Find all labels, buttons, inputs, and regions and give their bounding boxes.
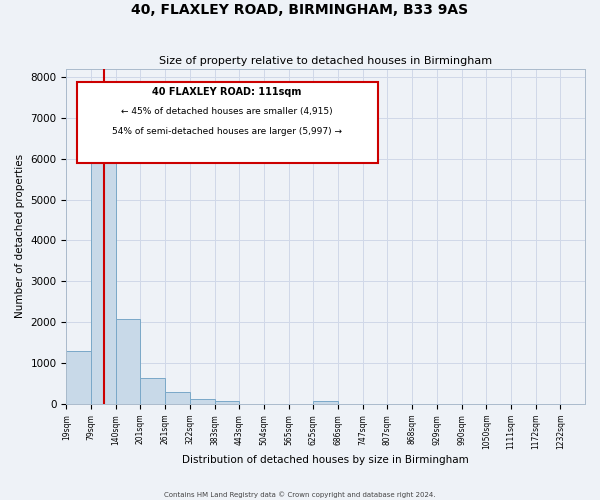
Bar [215, 401, 239, 404]
FancyBboxPatch shape [77, 82, 377, 162]
Y-axis label: Number of detached properties: Number of detached properties [15, 154, 25, 318]
X-axis label: Distribution of detached houses by size in Birmingham: Distribution of detached houses by size … [182, 455, 469, 465]
Text: 40 FLAXLEY ROAD: 111sqm: 40 FLAXLEY ROAD: 111sqm [152, 87, 302, 97]
Text: 40, FLAXLEY ROAD, BIRMINGHAM, B33 9AS: 40, FLAXLEY ROAD, BIRMINGHAM, B33 9AS [131, 2, 469, 16]
Text: 54% of semi-detached houses are larger (5,997) →: 54% of semi-detached houses are larger (… [112, 128, 342, 136]
Bar [91, 134, 116, 404]
Bar [67, 351, 91, 404]
Title: Size of property relative to detached houses in Birmingham: Size of property relative to detached ho… [159, 56, 492, 66]
Bar [140, 378, 165, 404]
Text: Contains HM Land Registry data © Crown copyright and database right 2024.: Contains HM Land Registry data © Crown c… [164, 492, 436, 498]
Bar [313, 401, 338, 404]
Bar [190, 399, 215, 404]
Bar [116, 319, 140, 404]
Bar [165, 392, 190, 404]
Text: ← 45% of detached houses are smaller (4,915): ← 45% of detached houses are smaller (4,… [121, 107, 333, 116]
